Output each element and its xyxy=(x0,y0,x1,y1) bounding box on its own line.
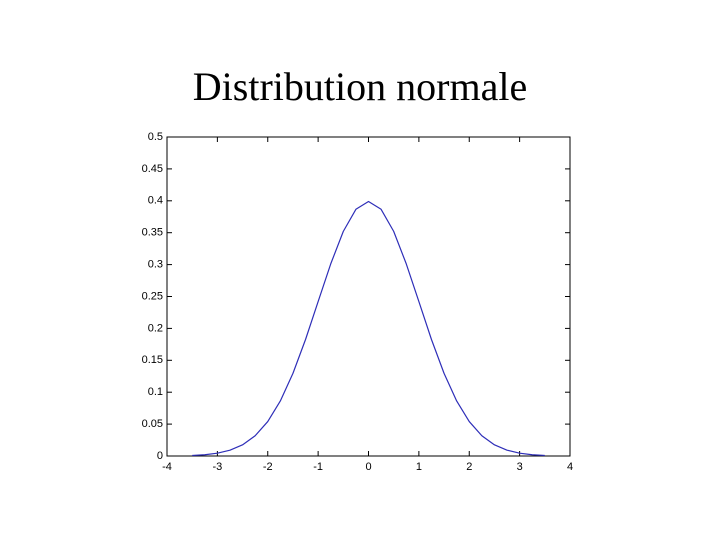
y-tick-label: 0.25 xyxy=(142,290,163,302)
y-tick-label: 0 xyxy=(157,450,163,462)
y-tick-label: 0.5 xyxy=(148,131,163,143)
y-tick-label: 0.1 xyxy=(148,386,163,398)
y-tick-label: 0.35 xyxy=(142,227,163,239)
y-tick-label: 0.05 xyxy=(142,418,163,430)
x-tick-label: 4 xyxy=(567,461,573,473)
x-tick-label: 2 xyxy=(466,461,472,473)
y-tick-label: 0.4 xyxy=(148,195,163,207)
x-tick-label: 0 xyxy=(365,461,371,473)
chart-title: Distribution normale xyxy=(193,64,527,109)
y-tick-label: 0.2 xyxy=(148,322,163,334)
x-tick-label: -1 xyxy=(313,461,323,473)
x-tick-label: -2 xyxy=(263,461,273,473)
y-tick-label: 0.45 xyxy=(142,163,163,175)
x-tick-label: -3 xyxy=(212,461,222,473)
y-tick-label: 0.3 xyxy=(148,259,163,271)
line xyxy=(192,200,545,457)
x-tick-label: -4 xyxy=(162,461,172,473)
x-tick-label: 3 xyxy=(517,461,523,473)
x-tick-label: 1 xyxy=(416,461,422,473)
y-tick-label: 0.15 xyxy=(142,354,163,366)
